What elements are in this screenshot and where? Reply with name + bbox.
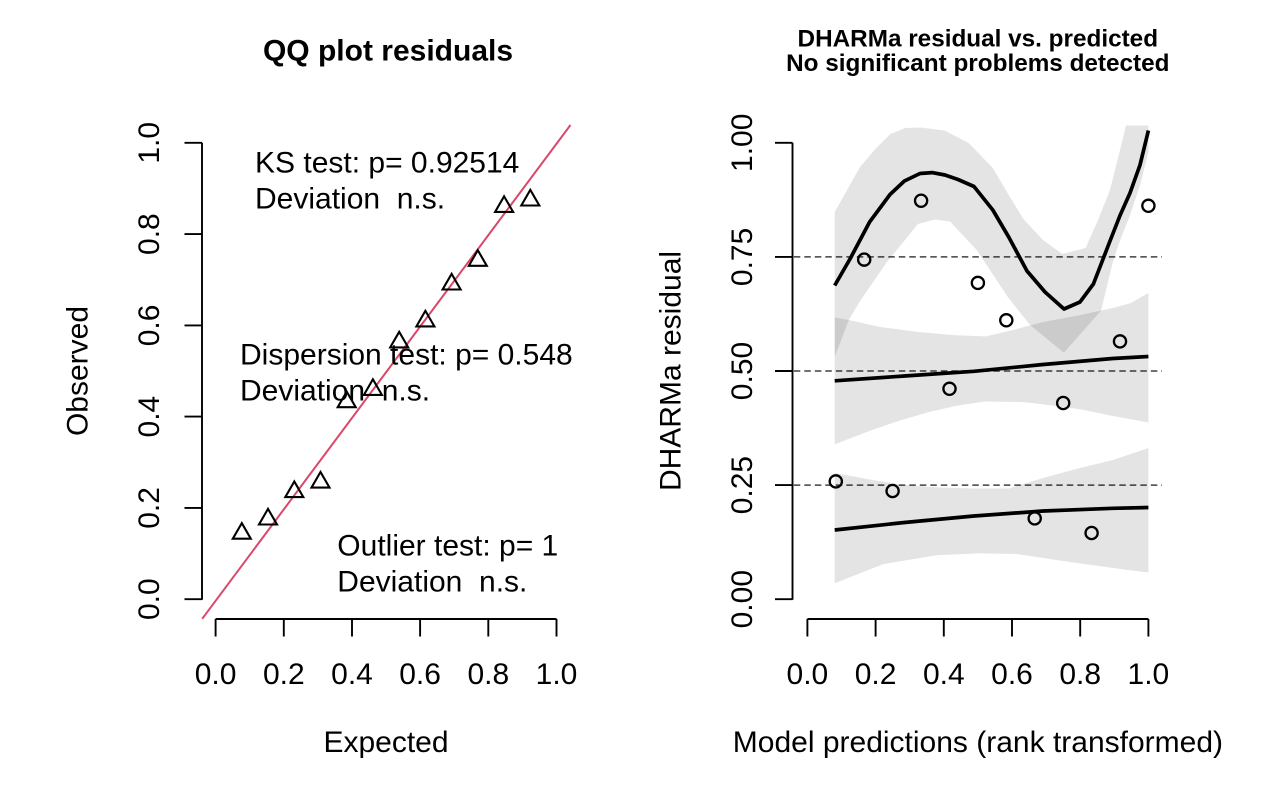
- svg-text:QQ plot residuals: QQ plot residuals: [263, 34, 513, 67]
- svg-text:KS test: p= 0.92514: KS test: p= 0.92514: [255, 147, 519, 180]
- svg-text:Dispersion test: p= 0.548: Dispersion test: p= 0.548: [240, 339, 573, 372]
- svg-text:0.0: 0.0: [787, 658, 829, 691]
- svg-text:Deviation n.s.: Deviation n.s.: [255, 183, 445, 216]
- svg-text:Outlier test: p= 1: Outlier test: p= 1: [337, 530, 558, 563]
- svg-text:Expected: Expected: [323, 726, 448, 759]
- svg-text:0.00: 0.00: [726, 570, 759, 628]
- svg-text:0.4: 0.4: [133, 396, 166, 438]
- svg-text:0.8: 0.8: [467, 658, 509, 691]
- svg-text:0.4: 0.4: [331, 658, 373, 691]
- svg-text:1.00: 1.00: [726, 114, 759, 172]
- svg-text:No significant problems detect: No significant problems detected: [786, 50, 1169, 77]
- svg-text:0.6: 0.6: [133, 305, 166, 347]
- svg-text:0.50: 0.50: [726, 342, 759, 400]
- svg-text:DHARMa residual: DHARMa residual: [655, 251, 688, 491]
- svg-text:Deviation n.s.: Deviation n.s.: [337, 566, 527, 599]
- svg-text:0.8: 0.8: [1059, 658, 1101, 691]
- svg-text:0.4: 0.4: [923, 658, 965, 691]
- svg-text:0.25: 0.25: [726, 456, 759, 514]
- svg-text:Model predictions (rank transf: Model predictions (rank transformed): [733, 726, 1223, 759]
- svg-text:Observed: Observed: [62, 306, 95, 436]
- svg-text:DHARMa residual vs. predicted: DHARMa residual vs. predicted: [798, 26, 1159, 53]
- svg-text:0.8: 0.8: [133, 213, 166, 255]
- svg-text:0.6: 0.6: [399, 658, 441, 691]
- svg-text:0.0: 0.0: [195, 658, 237, 691]
- svg-text:1.0: 1.0: [536, 658, 578, 691]
- svg-text:Deviation n.s.: Deviation n.s.: [240, 375, 430, 408]
- svg-text:0.6: 0.6: [991, 658, 1033, 691]
- svg-text:1.0: 1.0: [1128, 658, 1170, 691]
- svg-text:1.0: 1.0: [133, 122, 166, 164]
- svg-text:0.0: 0.0: [133, 578, 166, 620]
- svg-text:0.75: 0.75: [726, 228, 759, 286]
- svg-text:0.2: 0.2: [855, 658, 897, 691]
- svg-text:0.2: 0.2: [263, 658, 305, 691]
- svg-text:0.2: 0.2: [133, 487, 166, 529]
